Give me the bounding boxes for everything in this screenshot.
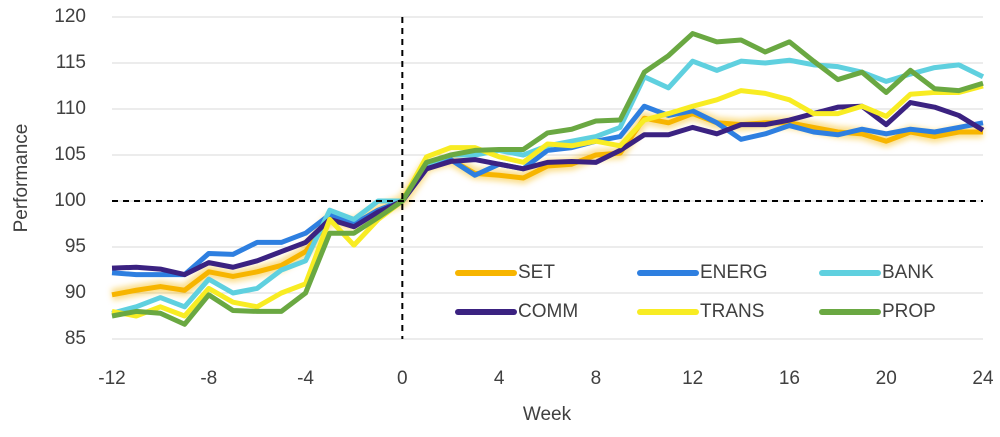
legend-label: SET xyxy=(518,262,555,283)
y-axis-label: Performance xyxy=(11,124,32,233)
x-tick-label: 24 xyxy=(972,368,994,389)
series-line xyxy=(111,103,984,278)
y-tick-label: 110 xyxy=(56,98,86,119)
y-tick-label: 115 xyxy=(56,52,86,73)
x-axis-label: Week xyxy=(523,404,572,425)
legend-label: COMM xyxy=(518,301,578,322)
series-line xyxy=(111,83,984,319)
x-tick-label: 0 xyxy=(397,368,408,389)
x-tick-label: 8 xyxy=(591,368,602,389)
legend-label: TRANS xyxy=(700,301,764,322)
series-line xyxy=(111,100,985,278)
y-tick-label: 90 xyxy=(65,282,86,303)
x-tick-label: 12 xyxy=(682,368,703,389)
series-line xyxy=(111,31,984,327)
legend-label: BANK xyxy=(882,262,934,283)
y-tick-label: 105 xyxy=(54,144,86,165)
x-tick-label: -4 xyxy=(297,368,314,389)
legend-label: ENERG xyxy=(700,262,768,283)
x-tick-label: 20 xyxy=(876,368,897,389)
x-tick-label: 4 xyxy=(494,368,505,389)
y-tick-label: 120 xyxy=(54,6,86,27)
y-tick-label: 100 xyxy=(54,190,86,211)
x-tick-label: -8 xyxy=(200,368,217,389)
x-tick-label: -12 xyxy=(98,368,125,389)
x-tick-label: 16 xyxy=(779,368,800,389)
legend-label: PROP xyxy=(882,301,936,322)
y-tick-label: 95 xyxy=(65,236,86,257)
y-tick-label: 85 xyxy=(65,328,86,349)
series-line xyxy=(111,111,983,298)
